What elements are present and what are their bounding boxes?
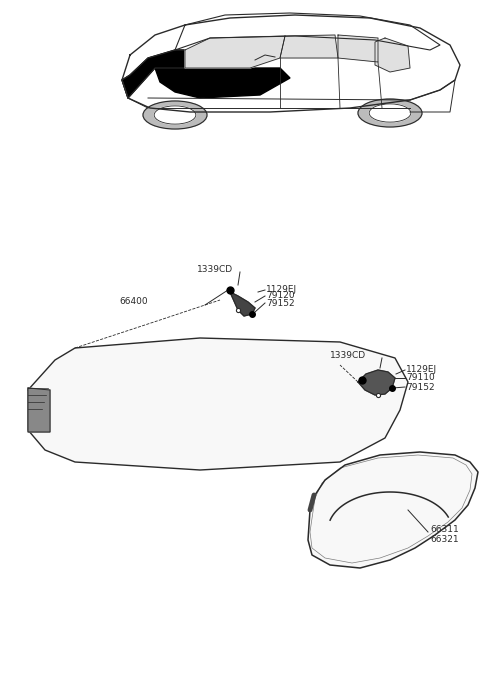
Polygon shape — [28, 388, 50, 432]
Ellipse shape — [358, 99, 422, 127]
Polygon shape — [230, 292, 255, 316]
Polygon shape — [185, 36, 285, 68]
Polygon shape — [280, 35, 338, 58]
Text: 66311: 66311 — [430, 525, 459, 534]
Text: 79110: 79110 — [406, 373, 435, 382]
Text: 1339CD: 1339CD — [197, 265, 233, 275]
Text: 79152: 79152 — [406, 382, 434, 391]
Polygon shape — [375, 38, 410, 72]
Polygon shape — [308, 452, 478, 568]
Text: 79152: 79152 — [266, 298, 295, 307]
Polygon shape — [358, 370, 395, 395]
Text: 1129EJ: 1129EJ — [406, 366, 437, 375]
Text: 1339CD: 1339CD — [330, 352, 366, 361]
Ellipse shape — [154, 106, 196, 124]
Polygon shape — [338, 35, 378, 62]
Text: 79120: 79120 — [266, 291, 295, 300]
Text: 66321: 66321 — [430, 536, 458, 544]
Text: 66400: 66400 — [120, 297, 148, 306]
Polygon shape — [122, 50, 185, 98]
Polygon shape — [28, 338, 408, 470]
Text: 1129EJ: 1129EJ — [266, 286, 297, 295]
Polygon shape — [155, 68, 290, 98]
Ellipse shape — [369, 104, 411, 122]
Ellipse shape — [143, 101, 207, 129]
